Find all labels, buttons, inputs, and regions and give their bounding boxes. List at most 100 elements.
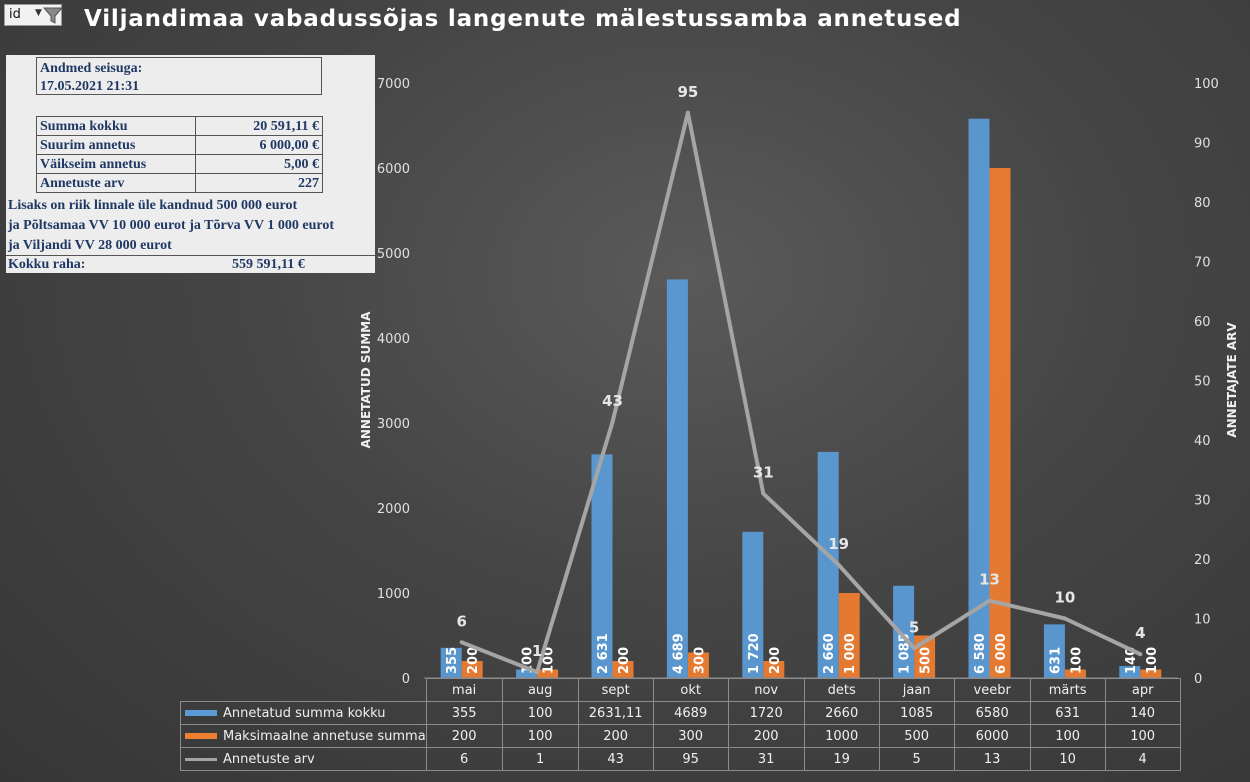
stats-table: Summa kokku 20 591,11 € Suurim annetus 6… (36, 116, 323, 193)
stats-label: Annetuste arv (36, 173, 196, 193)
category-label: mai (425, 678, 503, 702)
category-label: veebr (953, 678, 1031, 702)
line-point (685, 110, 690, 115)
bar-total (817, 451, 839, 678)
page-title: Viljandimaa vabadussõjas langenute mäles… (84, 6, 962, 32)
table-cell: 6 (425, 747, 503, 771)
table-cell: 6000 (953, 724, 1031, 748)
line-point (1062, 616, 1067, 621)
table-cell: 13 (953, 747, 1031, 771)
line-data-label: 5 (909, 618, 919, 636)
y-left-tick-label: 3000 (377, 417, 410, 432)
bar-data-label: 6 580 (973, 633, 988, 674)
line-data-label: 13 (979, 571, 1000, 589)
series-name: Maksimaalne annetuse summa (223, 728, 426, 744)
line-data-label: 6 (456, 612, 466, 630)
extra-line: ja Põltsamaa VV 10 000 eurot ja Tõrva VV… (8, 218, 335, 233)
extra-line: Lisaks on riik linnale üle kandnud 500 0… (8, 198, 298, 213)
bar-total (516, 669, 538, 678)
category-label: jaan (878, 678, 955, 702)
table-cell: 10 (1029, 747, 1106, 771)
table-cell: 31 (727, 747, 805, 771)
line-point (912, 646, 917, 651)
bar-data-label: 100 (542, 647, 557, 674)
line-point (459, 640, 464, 645)
bar-data-label: 500 (919, 647, 934, 674)
category-label: sept (577, 678, 654, 702)
as-of-box: Andmed seisuga: 17.05.2021 21:31 (36, 57, 322, 95)
table-row: Annetuste arv 6 1 43 95 31 19 5 13 10 4 (180, 747, 1181, 771)
funnel-icon[interactable] (42, 5, 64, 25)
y-right-tick-label: 0 (1194, 672, 1202, 687)
bar-data-label: 200 (617, 647, 632, 674)
total-value: 559 591,11 € (232, 257, 305, 272)
bar-max (989, 168, 1011, 678)
filter-label: id (9, 7, 21, 22)
y-right-tick-label: 100 (1194, 77, 1219, 92)
bar-total (1119, 666, 1141, 678)
bar-data-label: 6 000 (994, 633, 1009, 674)
bar-max (1064, 669, 1086, 678)
line-data-label: 31 (753, 464, 774, 482)
line-point (836, 562, 841, 567)
y-right-tick-label: 20 (1194, 553, 1211, 568)
bar-total (440, 647, 462, 678)
line-point (1138, 652, 1143, 657)
extra-info: Lisaks on riik linnale üle kandnud 500 0… (8, 196, 334, 256)
id-filter-dropdown[interactable]: id ▼ (4, 4, 64, 26)
legend-key-gray (185, 757, 217, 761)
y-left-tick-label: 2000 (377, 502, 410, 517)
extra-line: ja Viljandi VV 28 000 eurot (8, 238, 172, 253)
table-cell: 2660 (803, 701, 880, 725)
y-left-tick-label: 5000 (377, 247, 410, 262)
as-of-value: 17.05.2021 21:31 (40, 79, 140, 94)
table-cell: 200 (727, 724, 805, 748)
bar-max (612, 661, 634, 678)
line-donation-count (460, 110, 1142, 675)
bar-data-label: 200 (768, 647, 783, 674)
bar-max (838, 593, 860, 678)
line-data-label: 19 (828, 535, 849, 553)
category-label: märts (1029, 678, 1106, 702)
table-cell: 300 (652, 724, 729, 748)
line-data-label: 1 (532, 642, 542, 660)
y-left-tick-label: 7000 (377, 77, 410, 92)
bar-total (666, 279, 688, 678)
y-right-tick-label: 40 (1194, 434, 1211, 449)
y-left-axis-title: ANNETATUD SUMMA (359, 311, 373, 449)
bar-data-label: 100 (1069, 647, 1084, 674)
bar-total (742, 531, 764, 678)
y-right-tick-label: 70 (1194, 256, 1211, 271)
legend-key-blue (185, 710, 217, 716)
y-right-tick-label: 80 (1194, 196, 1211, 211)
bar-max (763, 661, 785, 678)
table-cell: 1085 (878, 701, 955, 725)
line-point (535, 670, 540, 675)
stats-row: Suurim annetus 6 000,00 € (36, 135, 323, 155)
chevron-down-icon[interactable]: ▼ (35, 8, 42, 18)
bar-data-label: 631 (1048, 647, 1063, 674)
bar-data-label: 4 689 (671, 633, 686, 674)
bar-total (893, 585, 915, 678)
line-data-label: 43 (602, 392, 623, 410)
line-point (610, 420, 615, 425)
y-right-tick-label: 90 (1194, 137, 1211, 152)
table-cell: 500 (878, 724, 955, 748)
category-label: dets (803, 678, 880, 702)
bar-max (537, 669, 559, 678)
table-cell: 4689 (652, 701, 729, 725)
bar-total (1043, 624, 1065, 678)
chart-data-table: mai aug sept okt nov dets jaan veebr mär… (180, 678, 1181, 771)
legend-entry: Maksimaalne annetuse summa (180, 724, 427, 748)
stats-row: Annetuste arv 227 (36, 173, 323, 193)
table-row: Maksimaalne annetuse summa 200 100 200 3… (180, 724, 1181, 748)
table-cell: 100 (501, 701, 579, 725)
y-right-axis-title: ANNETAJATE ARV (1225, 322, 1239, 438)
table-cell: 1720 (727, 701, 805, 725)
y-left-tick-label: 4000 (377, 332, 410, 347)
total-label: Kokku raha: (8, 257, 86, 272)
stats-value: 227 (195, 173, 323, 193)
bar-data-label: 200 (466, 647, 481, 674)
table-cell: 95 (652, 747, 729, 771)
